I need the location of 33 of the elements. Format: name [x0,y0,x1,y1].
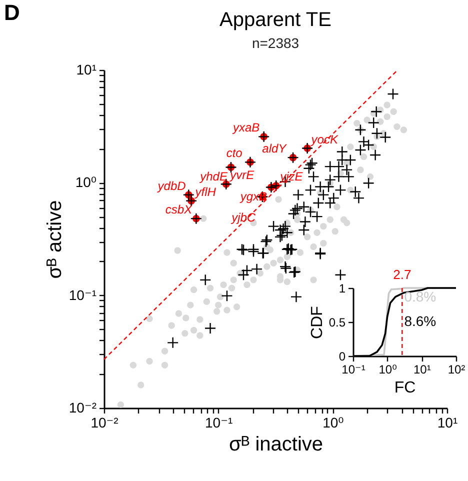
y-tick-label: 0 [338,350,346,364]
y-tick-label: 10⁰ [75,174,97,190]
y-axis-title: CDF [308,306,326,339]
annotation: ydbD [156,178,186,193]
annotation: csbX [165,202,194,217]
x-tick-label: 10⁰ [378,362,398,376]
annotation: 0.8% [404,288,436,305]
x-axis-title: σᴮ inactive [228,434,324,456]
y-tick-label: 0.5 [328,316,346,330]
y-tick-label: 1 [338,282,346,296]
x-tick-label: 10⁻² [90,414,119,430]
annotation: yhdE [199,169,228,184]
annotation: yflH [194,184,216,199]
y-tick-label: 10¹ [76,62,97,78]
ref-line-label: 2.7 [393,267,412,282]
chart-subtitle: n=2383 [252,35,300,51]
annotation: aldY [262,142,288,156]
annotation: yvrE [229,168,256,182]
annotation: 8.6% [404,313,436,329]
x-tick-label: 10¹ [413,362,431,376]
annotation: cto [226,146,243,160]
chart-title: Apparent TE [220,9,332,31]
annotation: yjbC [230,210,256,225]
x-tick-label: 10⁻¹ [205,414,233,430]
x-tick-label: 10¹ [437,414,458,430]
y-tick-label: 10⁻¹ [68,286,97,303]
text: D [4,0,20,26]
x-tick-label: 10² [448,362,466,376]
annotation: yxaB [232,120,260,135]
annotation: yocK [310,132,339,146]
x-axis-title: FC [394,380,416,396]
y-axis-title: σᴮ active [44,200,66,279]
y-tick-label: 10⁻² [68,400,97,416]
